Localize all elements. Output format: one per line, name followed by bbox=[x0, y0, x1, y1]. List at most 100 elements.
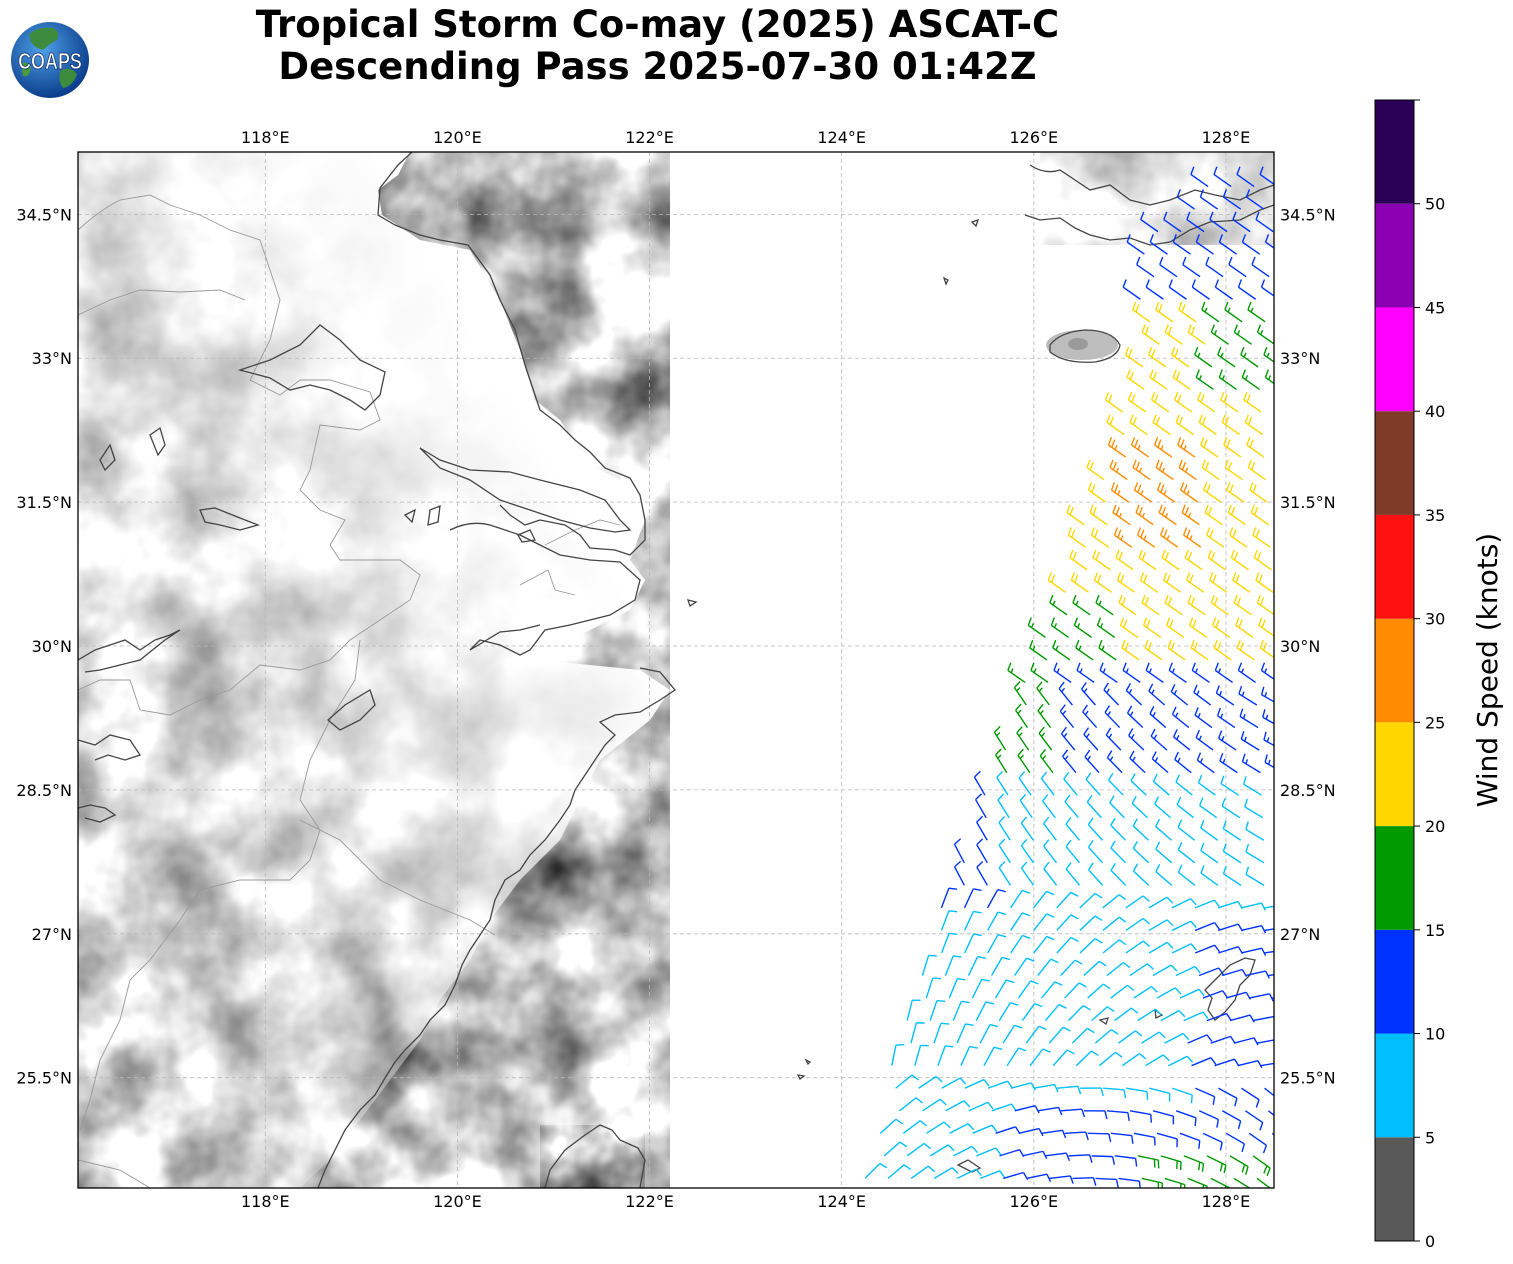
wind-barb bbox=[1199, 189, 1219, 210]
wind-barb bbox=[1075, 1050, 1099, 1067]
wind-barb bbox=[1113, 527, 1133, 548]
wind-barb bbox=[996, 770, 1009, 796]
wind-barb bbox=[1048, 1026, 1071, 1044]
wind-barb bbox=[1072, 594, 1091, 616]
wind-barb bbox=[1200, 820, 1219, 841]
wind-barb bbox=[1126, 705, 1144, 729]
wind-barb bbox=[1205, 256, 1224, 278]
wind-barb bbox=[1152, 773, 1170, 796]
wind-barb bbox=[1159, 256, 1178, 278]
lon-tick-top-0: 118°E bbox=[241, 128, 290, 147]
wind-barb bbox=[940, 910, 958, 931]
wind-barb bbox=[1162, 572, 1182, 593]
wind-barb bbox=[1180, 482, 1199, 503]
wind-barb bbox=[1021, 1002, 1043, 1022]
wind-barb bbox=[925, 977, 942, 999]
wind-barb bbox=[1156, 1132, 1178, 1148]
wind-barb bbox=[1103, 682, 1120, 706]
wind-barb bbox=[1167, 639, 1186, 661]
wind-barb bbox=[1148, 919, 1174, 932]
wind-barb bbox=[1155, 459, 1174, 481]
wind-barb bbox=[1256, 1039, 1274, 1044]
wind-barb bbox=[1191, 662, 1210, 684]
wind-barb bbox=[1050, 617, 1069, 638]
wind-barb bbox=[1160, 1155, 1182, 1171]
wind-barb bbox=[1258, 617, 1274, 637]
wind-barb bbox=[1200, 842, 1219, 864]
wind-barb bbox=[1224, 301, 1243, 323]
wind-barb bbox=[1103, 1087, 1127, 1099]
wind-barb bbox=[1025, 1025, 1047, 1044]
wind-barb bbox=[998, 1002, 1019, 1021]
wind-barb bbox=[1129, 414, 1148, 436]
wind-barb bbox=[991, 1103, 1017, 1112]
wind-barb bbox=[1264, 234, 1274, 249]
lat-tick-left-0: 34.5°N bbox=[16, 205, 72, 224]
wind-barb bbox=[1047, 572, 1066, 593]
wind-barb bbox=[1176, 796, 1195, 819]
wind-barb bbox=[1214, 279, 1233, 300]
wind-barb bbox=[1241, 234, 1261, 255]
wind-barb bbox=[976, 860, 989, 886]
wind-barb bbox=[1256, 324, 1274, 345]
wind-barb bbox=[1095, 594, 1114, 616]
wind-barb bbox=[1067, 1005, 1091, 1022]
wind-barb bbox=[1107, 437, 1127, 458]
wind-barb bbox=[1030, 662, 1049, 684]
wind-barb bbox=[1184, 549, 1203, 571]
wind-barb bbox=[887, 1164, 912, 1179]
wind-barb bbox=[1196, 752, 1215, 774]
wind-barb bbox=[1264, 754, 1274, 769]
wind-barb bbox=[1109, 795, 1125, 819]
coaps-logo: COAPS bbox=[11, 22, 89, 98]
wind-barb bbox=[1168, 1055, 1194, 1067]
wind-barb bbox=[1145, 1054, 1170, 1067]
lon-tick-top-4: 126°E bbox=[1010, 128, 1059, 147]
wind-barb bbox=[1039, 749, 1054, 774]
wind-barb bbox=[1251, 256, 1270, 278]
wind-barb bbox=[1033, 1083, 1059, 1093]
wind-barb bbox=[1240, 731, 1260, 751]
wind-barb bbox=[964, 933, 982, 954]
wind-barb bbox=[968, 1101, 994, 1112]
wind-barb bbox=[987, 911, 1007, 931]
wind-barb bbox=[1176, 189, 1195, 210]
wind-barb bbox=[956, 1023, 974, 1044]
wind-barb bbox=[1141, 1177, 1164, 1188]
wind-barb bbox=[1010, 1082, 1036, 1091]
wind-barb bbox=[1116, 572, 1136, 593]
wind-barb bbox=[1171, 346, 1190, 368]
wind-barb bbox=[906, 999, 921, 1021]
wind-barb bbox=[1264, 905, 1274, 909]
wind-barb bbox=[1248, 1132, 1268, 1154]
wind-barb bbox=[1187, 594, 1206, 616]
wind-barb bbox=[1041, 1129, 1067, 1139]
wind-barb bbox=[1052, 1049, 1075, 1067]
wind-barb bbox=[1186, 211, 1205, 233]
wind-barb bbox=[1252, 1155, 1271, 1177]
wind-barb bbox=[1114, 1155, 1138, 1167]
wind-barb bbox=[1033, 913, 1055, 931]
lat-tick-right-6: 25.5°N bbox=[1280, 1069, 1336, 1088]
wind-barb bbox=[1214, 662, 1233, 684]
wind-barb bbox=[1235, 617, 1254, 638]
wind-barb bbox=[1014, 957, 1035, 976]
wind-barb bbox=[1222, 843, 1242, 864]
wind-barb bbox=[1104, 705, 1121, 729]
land-relief bbox=[78, 152, 1274, 1188]
wind-barb bbox=[1256, 594, 1274, 616]
colorbar-bin-1 bbox=[1375, 1033, 1414, 1138]
wind-barb bbox=[1195, 729, 1214, 751]
wind-barb bbox=[1218, 234, 1238, 255]
wind-barb bbox=[1200, 437, 1219, 458]
wind-barb bbox=[1172, 234, 1191, 255]
wind-barb bbox=[937, 1045, 954, 1066]
wind-barb bbox=[929, 1000, 946, 1021]
wind-barb bbox=[1133, 482, 1153, 503]
wind-barb bbox=[1093, 572, 1113, 593]
wind-barb bbox=[944, 955, 962, 976]
wind-barb bbox=[1210, 594, 1229, 616]
wind-barb bbox=[1230, 549, 1249, 571]
wind-barb bbox=[1065, 839, 1081, 864]
wind-barb bbox=[1177, 819, 1196, 841]
